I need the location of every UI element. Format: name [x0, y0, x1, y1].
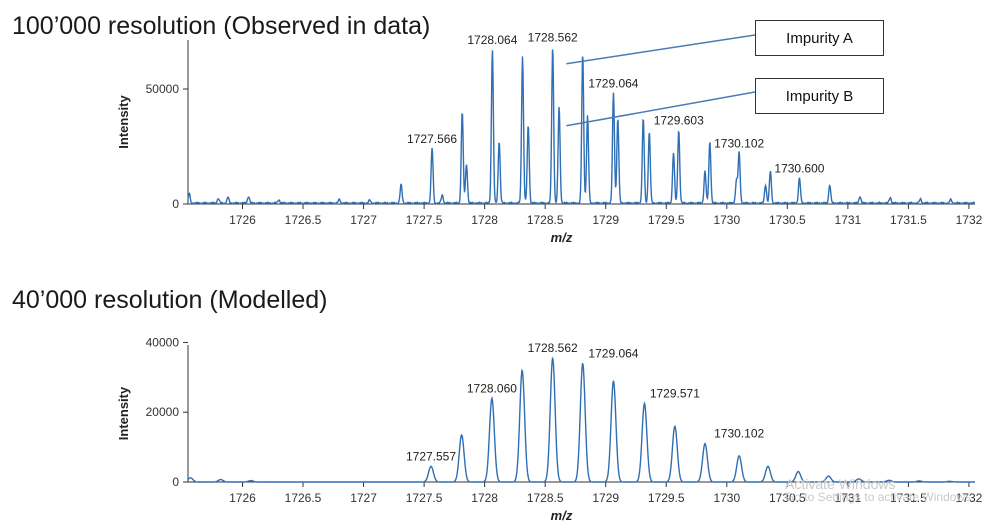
x-tick-label: 1731.5: [890, 491, 927, 505]
x-tick-label: 1727.5: [406, 491, 443, 505]
watermark-line-1: Activate Windows: [785, 476, 896, 492]
x-tick-label: 1726.5: [285, 213, 322, 227]
chart-title-modelled: 40’000 resolution (Modelled): [12, 286, 328, 314]
watermark-line-2: Go to Settings to activate Windows.: [785, 490, 975, 504]
y-axis-label: Intensity: [116, 95, 131, 149]
x-tick-label: 1731.5: [890, 213, 927, 227]
x-tick-label: 1731: [835, 213, 862, 227]
spectrum-chart-modelled: 1726 1726.5 1727 1727.5 1728 1728.5 1729 1729.5…: [116, 335, 983, 523]
impurity-b-callout: Impurity B: [755, 78, 884, 114]
spectrum-series-line: [187, 49, 976, 205]
peak-label: 1728.060: [467, 381, 517, 395]
x-tick-label: 1726: [229, 213, 256, 227]
peak-label: 1729.571: [650, 387, 700, 401]
y-tick-label: 50000: [146, 82, 180, 96]
y-tick-label: 0: [172, 197, 179, 211]
peak-label: 1730.102: [714, 427, 764, 441]
peak-label: 1728.562: [528, 31, 578, 45]
impurity-a-callout: Impurity A: [755, 20, 884, 56]
x-tick-label: 1728.5: [527, 213, 564, 227]
peak-label: 1728.064: [467, 33, 517, 47]
x-tick-label: 1730: [713, 213, 740, 227]
peak-label: 1729.603: [654, 113, 704, 127]
peak-label: 1729.064: [588, 346, 638, 360]
activation-watermark: Activate Windows Go to Settings to activ…: [785, 476, 975, 504]
x-tick-label: 1726: [229, 491, 256, 505]
spectrum-series-line: [187, 356, 975, 483]
impurity-leader-line: [566, 34, 756, 65]
peak-label: 1727.566: [407, 132, 457, 146]
peak-label: 1730.102: [714, 136, 764, 150]
peak-label: 1729.064: [588, 77, 638, 91]
x-axis-label: m/z: [551, 230, 573, 245]
x-tick-label: 1731: [835, 491, 862, 505]
spectrum-chart-observed: 1726 1726.5 1727 1727.5 1728 1728.5 1729 1729.5…: [116, 31, 983, 245]
x-tick-label: 1728: [471, 491, 498, 505]
x-tick-label: 1727.5: [406, 213, 443, 227]
x-tick-label: 1732: [956, 491, 983, 505]
x-tick-label: 1729: [592, 491, 619, 505]
x-tick-label: 1730.5: [769, 491, 806, 505]
x-tick-label: 1732: [956, 213, 983, 227]
chart-title-observed: 100’000 resolution (Observed in data): [12, 12, 431, 40]
peak-label: 1730.600: [774, 162, 824, 176]
x-axis-label: m/z: [551, 508, 573, 523]
x-tick-label: 1730.5: [769, 213, 806, 227]
impurity-leader-line: [566, 91, 756, 127]
peak-label: 1727.557: [406, 449, 456, 463]
y-tick-label: 0: [172, 475, 179, 489]
x-tick-label: 1727: [350, 213, 377, 227]
x-tick-label: 1729.5: [648, 213, 685, 227]
x-tick-label: 1730: [713, 491, 740, 505]
x-tick-label: 1729.5: [648, 491, 685, 505]
peak-label: 1728.562: [528, 341, 578, 355]
y-axis-label: Intensity: [116, 386, 131, 440]
x-tick-label: 1728: [471, 213, 498, 227]
x-tick-label: 1729: [592, 213, 619, 227]
y-tick-label: 40000: [146, 335, 180, 349]
x-tick-label: 1726.5: [285, 491, 322, 505]
x-tick-label: 1728.5: [527, 491, 564, 505]
x-tick-label: 1727: [350, 491, 377, 505]
y-tick-label: 20000: [146, 405, 180, 419]
